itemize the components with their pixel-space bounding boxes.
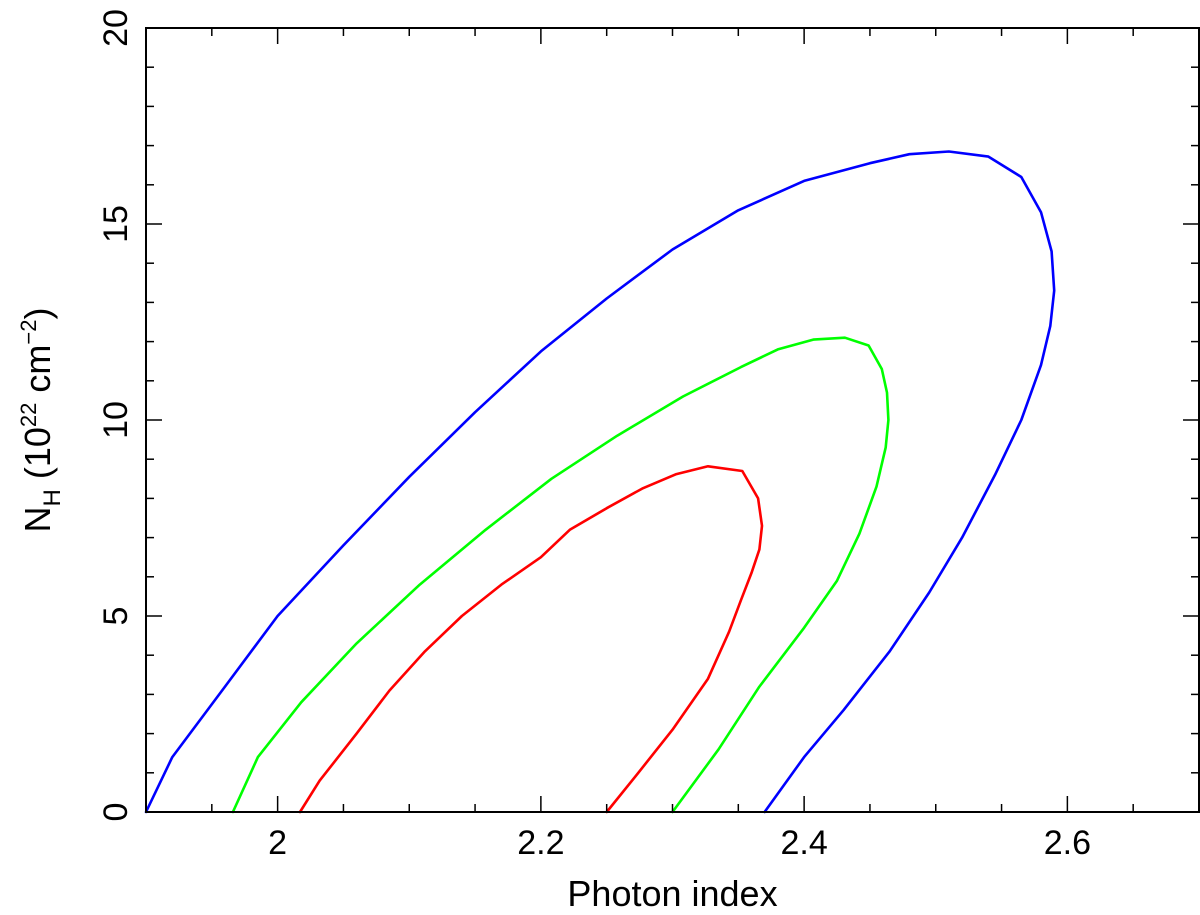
y-axis-title-main: N bbox=[17, 506, 58, 532]
x-tick-label: 2.6 bbox=[1044, 824, 1091, 862]
contour-series-layer bbox=[144, 150, 1056, 814]
x-tick-label: 2.2 bbox=[517, 824, 564, 862]
y-tick-label: 5 bbox=[97, 607, 135, 626]
tick-labels-layer: 2 2.2 2.4 2.6 0 5 10 15 20 bbox=[97, 9, 1091, 862]
x-axis-title: Photon index bbox=[567, 873, 777, 914]
y-axis-title-unit-exponent: 22 bbox=[16, 403, 41, 427]
contour-line-2 bbox=[231, 336, 890, 814]
y-axis-title-unit-prefix: (10 bbox=[17, 427, 58, 489]
y-axis-title-unit-mid: cm bbox=[17, 345, 58, 403]
tick-marks-layer bbox=[145, 27, 1200, 813]
y-axis-title-subscript: H bbox=[39, 489, 66, 506]
y-tick-label: 0 bbox=[97, 803, 135, 822]
x-tick-label: 2 bbox=[268, 824, 287, 862]
y-tick-label: 10 bbox=[97, 401, 135, 439]
y-axis-title-unit-suffix: ) bbox=[17, 308, 58, 320]
contour-line-1 bbox=[298, 465, 764, 814]
x-tick-label: 2.4 bbox=[780, 824, 827, 862]
plot-frame bbox=[145, 27, 1200, 813]
contour-line-3 bbox=[144, 150, 1056, 814]
y-axis-title-unit-exponent2: −2 bbox=[16, 320, 41, 345]
y-tick-label: 20 bbox=[97, 9, 135, 47]
y-axis-title: NH (1022 cm−2) bbox=[16, 308, 66, 533]
y-tick-label: 15 bbox=[97, 205, 135, 243]
